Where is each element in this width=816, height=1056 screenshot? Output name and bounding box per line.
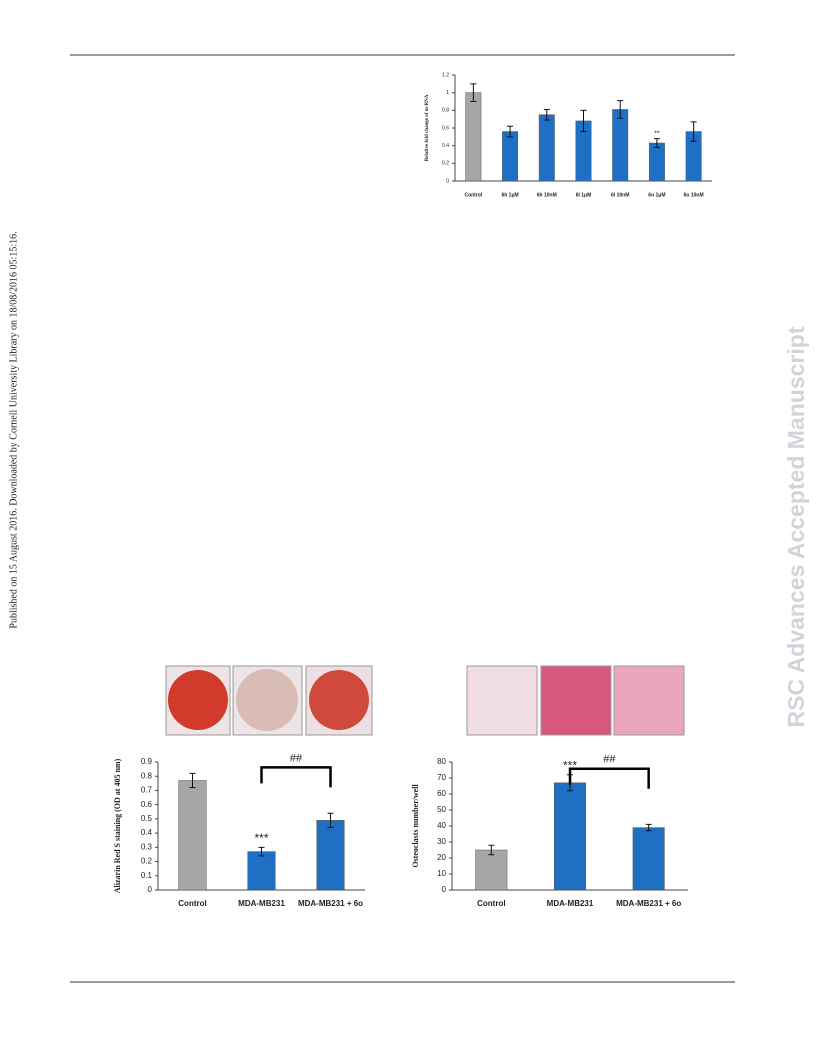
- bar: [465, 92, 482, 182]
- comparison-label: ##: [290, 752, 303, 764]
- x-tick-label: Control: [464, 192, 482, 198]
- y-tick-label: 0.2: [141, 857, 153, 866]
- x-tick-label: MDA-MB231: [238, 899, 285, 908]
- comparison-label: ##: [603, 754, 616, 766]
- y-axis-label: Osteoclasts number/well: [411, 784, 420, 868]
- x-tick-label: 6h 10nM: [537, 192, 557, 198]
- y-tick-label: 0.1: [141, 871, 153, 880]
- y-tick-label: 0: [148, 885, 153, 894]
- error-bar: [189, 772, 196, 789]
- y-tick-label: 0.6: [442, 125, 449, 131]
- y-tick-label: 0.4: [141, 828, 153, 837]
- y-tick-label: 1: [446, 90, 449, 96]
- error-bar: [645, 823, 652, 832]
- y-tick-label: 0.2: [442, 161, 449, 167]
- y-tick-label: 0: [446, 178, 449, 184]
- y-tick-label: 0.8: [442, 108, 449, 114]
- y-tick-label: 0.4: [442, 143, 449, 149]
- x-tick-label: 6l 1μM: [576, 192, 592, 198]
- staining-photos: [165, 665, 373, 736]
- error-bar: [690, 121, 697, 142]
- bar: [316, 820, 345, 891]
- y-axis-label: Relative fold change of m-RNA: [425, 94, 430, 161]
- x-tick-label: 6o 10nM: [684, 192, 704, 198]
- bar: [475, 849, 508, 891]
- y-tick-label: 0.5: [141, 814, 153, 823]
- x-tick-label: MDA-MB231 + 6o: [298, 899, 363, 908]
- y-tick-label: 10: [437, 869, 446, 878]
- error-bar: [653, 138, 660, 148]
- y-tick-label: 0.3: [141, 842, 153, 851]
- y-tick-label: 0.8: [141, 771, 153, 780]
- y-tick-label: 20: [437, 853, 446, 862]
- error-bar: [543, 108, 550, 121]
- y-tick-label: 30: [437, 837, 446, 846]
- significance-label: ***: [254, 831, 268, 845]
- x-tick-label: Control: [477, 899, 505, 908]
- error-bar: [470, 83, 477, 102]
- bar: [554, 782, 586, 891]
- bar: [612, 109, 629, 182]
- osteoclast-photos: [466, 665, 685, 736]
- watermark: RSC Advances Accepted Manuscript: [783, 326, 809, 727]
- side-note: Published on 15 August 2016. Downloaded …: [8, 231, 19, 628]
- y-tick-label: 40: [437, 821, 446, 830]
- y-tick-label: 0.9: [141, 757, 153, 766]
- y-tick-label: 80: [437, 757, 446, 766]
- y-tick-label: 50: [437, 805, 446, 814]
- error-bar: [327, 812, 334, 828]
- error-bar: [617, 100, 624, 119]
- y-tick-label: 0: [442, 885, 447, 894]
- comparison-bracket: [568, 767, 650, 789]
- error-bar: [258, 846, 265, 857]
- y-tick-label: 60: [437, 789, 446, 798]
- significance-label: **: [654, 131, 660, 138]
- y-tick-label: 0.7: [141, 786, 153, 795]
- error-bar: [580, 109, 587, 133]
- bar: [178, 780, 207, 891]
- bar: [632, 827, 665, 891]
- y-tick-label: 70: [437, 773, 446, 782]
- error-bar: [488, 844, 495, 856]
- bar: [502, 131, 519, 182]
- x-tick-label: 6l 10nM: [611, 192, 629, 198]
- error-bar: [507, 125, 514, 138]
- bar: [247, 851, 276, 891]
- comparison-bracket: [260, 766, 332, 788]
- bar: [538, 114, 555, 182]
- bar: [648, 142, 665, 182]
- x-tick-label: MDA-MB231: [547, 899, 594, 908]
- x-tick-label: MDA-MB231 + 6o: [616, 899, 681, 908]
- y-axis-label: Alizarin Red S staining (OD at 405 nm): [113, 758, 122, 893]
- x-tick-label: Control: [178, 899, 206, 908]
- x-tick-label: 6o 1μM: [648, 192, 665, 198]
- x-tick-label: 6h 1μM: [501, 192, 518, 198]
- y-tick-label: 0.6: [141, 800, 153, 809]
- y-tick-label: 1.2: [442, 72, 449, 78]
